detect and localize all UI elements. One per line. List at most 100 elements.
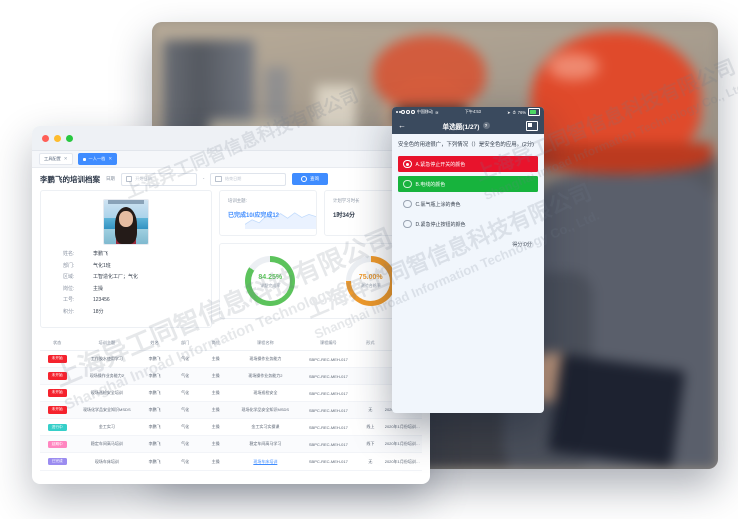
table-row[interactable]: 未开始 现场巡检安全培训 李鹏飞 气化 主操 现场巡检安全 SBPC-REC-MEH-017 [40, 384, 422, 403]
clock-label: 下午4:53 [464, 109, 481, 114]
status-badge: 未开始 [47, 389, 67, 398]
info-key: 区域: [63, 274, 75, 280]
cell-course: 现场车床培训 [230, 452, 300, 471]
info-key: 部门: [63, 262, 75, 269]
option-a[interactable]: A.紧急停止开关的颜色 [398, 156, 538, 172]
phone-status-bar: 中国移动 ≋ 下午4:53 ➤ ⏱ 76% [392, 107, 544, 117]
cell-name: 李鹏飞 [139, 384, 170, 403]
search-button[interactable]: 查询 [292, 173, 329, 185]
cell-dept: 气化 [169, 384, 201, 403]
cell-form: 无 [357, 401, 384, 420]
status-badge: 进行中 [47, 423, 67, 432]
profile-content: 姓名: 李鹏飞 部门: 气化1班 区域: 工智造化工厂；气化 岗位: 主操 [32, 190, 430, 328]
cell-post: 主操 [200, 435, 231, 454]
battery-label: 76% [517, 109, 526, 115]
table-row[interactable]: 未开始 工作胶水使用学习 李鹏飞 气化 主操 现场操作业务能力 SBPC-REC-MEH-0… [40, 350, 422, 369]
window-titlebar [32, 126, 430, 151]
table-header-row: 状态 培训主题 姓名 部门 岗位 课程名称 课程编号 形式 期次 [40, 335, 422, 351]
tab-label: 一人一档 [88, 155, 106, 161]
tab-tool-config[interactable]: 工具配置 ✕ [39, 153, 73, 165]
column-header-course: 课程名称 [230, 335, 300, 351]
maximize-window-button[interactable] [66, 134, 73, 142]
close-icon[interactable]: ✕ [108, 155, 113, 161]
cell-name: 李鹏飞 [139, 401, 170, 420]
status-badge: 未开始 [47, 372, 67, 380]
column-header-theme: 培训主题 [74, 335, 140, 351]
cell-name: 李鹏飞 [139, 367, 170, 386]
cell-form: 线上 [357, 418, 384, 437]
option-d[interactable]: D.紧急停止按钮的颜色 [398, 216, 538, 232]
list-item: 积分: 18分 [63, 309, 211, 315]
close-window-button[interactable] [42, 134, 49, 142]
table-row[interactable]: 延期中 稳定车间高马培训 李鹏飞 气化 主操 稳定车间高马学习 SBPC-REC-MEH-0… [40, 435, 422, 454]
column-header-status: 状态 [40, 335, 75, 351]
profile-info-list: 姓名: 李鹏飞 部门: 气化1班 区域: 工智造化工厂；气化 岗位: 主操 [41, 252, 211, 315]
cell-status: 未开始 [40, 384, 75, 403]
back-arrow-icon[interactable]: ← [398, 120, 406, 130]
status-badge: 延期中 [47, 440, 67, 449]
option-b[interactable]: B.电线的颜色 [398, 176, 538, 192]
cell-name: 李鹏飞 [139, 350, 170, 369]
phone-nav-bar: ← 单选题(1/27) ? [392, 117, 544, 134]
minimize-window-button[interactable] [54, 134, 61, 142]
close-icon[interactable]: ✕ [63, 155, 68, 161]
help-icon[interactable]: ? [482, 122, 490, 129]
list-item: 岗位: 主操 [63, 286, 211, 292]
table-row[interactable]: 未开始 现场操作业务能力2 李鹏飞 气化 主操 现场操作业务能力2 SBPC-REC-MEH… [40, 367, 422, 386]
table-row[interactable]: 已完成 现场车床培训 李鹏飞 气化 主操 现场车床培训 SBPC-REC-MEH-017 无 2… [40, 452, 422, 471]
cell-course: 稳定车间高马学习 [230, 435, 300, 454]
column-header-form: 形式 [357, 335, 384, 351]
cell-code: SBPC-REC-MEH-017 [299, 350, 357, 369]
tab-bar: 工具配置 ✕ 一人一档 ✕ [32, 151, 430, 168]
cell-period: 2020年1月份培训计划 [383, 452, 422, 471]
status-badge: 未开始 [47, 406, 67, 415]
donut-label: 课题完成率 [260, 282, 281, 288]
training-records-table: 状态 培训主题 姓名 部门 岗位 课程名称 课程编号 形式 期次 未开始工作胶水… [32, 335, 430, 477]
end-date-placeholder: 结束日期 [224, 176, 242, 181]
cell-course: 现场操作业务能力2 [230, 367, 300, 386]
column-header-post: 岗位 [200, 335, 231, 351]
option-label: A.紧急停止开关的颜色 [415, 161, 466, 168]
completion-rate-donut: 84.25% 课题完成率 [245, 256, 296, 306]
option-c[interactable]: C.氯气瓶上涂的黄色 [398, 196, 538, 212]
cell-dept: 气化 [169, 367, 201, 386]
start-date-input[interactable]: 开始日期 [120, 172, 197, 186]
date-label: 日期 [106, 176, 115, 181]
cell-theme: 现场操作业务能力2 [74, 367, 140, 386]
filter-toolbar: 李鹏飞的培训档案 日期 开始日期 - 结束日期 查询 [32, 168, 430, 190]
tab-one-person-one-file[interactable]: 一人一档 ✕ [77, 153, 118, 165]
training-theme-label: 培训主题: [228, 198, 247, 203]
cell-code: SBPC-REC-MEH-017 [299, 367, 357, 386]
option-label: D.紧急停止按钮的颜色 [415, 221, 466, 228]
cell-status: 延期中 [40, 435, 75, 454]
cell-form: 无 [357, 452, 384, 471]
radio-icon [403, 219, 412, 229]
cell-theme: 现场巡检安全培训 [74, 384, 140, 403]
tab-label: 工具配置 [44, 155, 61, 161]
cell-form: 线下 [357, 435, 384, 454]
table-row[interactable]: 进行中 金工实习 李鹏飞 气化 主操 金工实习实操课 SBPC-REC-MEH-017 线上 2… [40, 418, 422, 437]
cell-course: 金工实习实操课 [230, 418, 300, 437]
carrier-label: 中国移动 [416, 109, 434, 114]
radio-icon [403, 159, 412, 169]
cell-post: 主操 [200, 384, 231, 403]
info-key: 工号: [63, 297, 75, 303]
radio-icon [403, 179, 412, 189]
answer-card-icon[interactable] [525, 120, 538, 131]
dot-icon [82, 157, 86, 161]
location-icon: ➤ [507, 109, 511, 115]
cell-code: SBPC-REC-MEH-017 [299, 384, 357, 403]
course-link[interactable]: 现场车床培训 [253, 458, 278, 464]
cell-status: 未开始 [40, 367, 75, 386]
cell-theme: 稳定车间高马培训 [74, 435, 140, 454]
avatar [103, 199, 149, 245]
end-date-input[interactable]: 结束日期 [210, 172, 287, 186]
donut-value: 84.25% [258, 273, 283, 281]
profile-card: 姓名: 李鹏飞 部门: 气化1班 区域: 工智造化工厂；气化 岗位: 主操 [40, 190, 212, 328]
table-row[interactable]: 未开始 现场化学品安全知识MSDS 李鹏飞 气化 主操 现场化学品安全知识MSDS SBPC… [40, 401, 422, 420]
battery-icon [528, 108, 540, 116]
donut-chart-card: 84.25% 课题完成率 75.00% 测验合格率 [219, 243, 422, 319]
cell-dept: 气化 [169, 401, 201, 420]
sparkline-chart [244, 212, 316, 229]
